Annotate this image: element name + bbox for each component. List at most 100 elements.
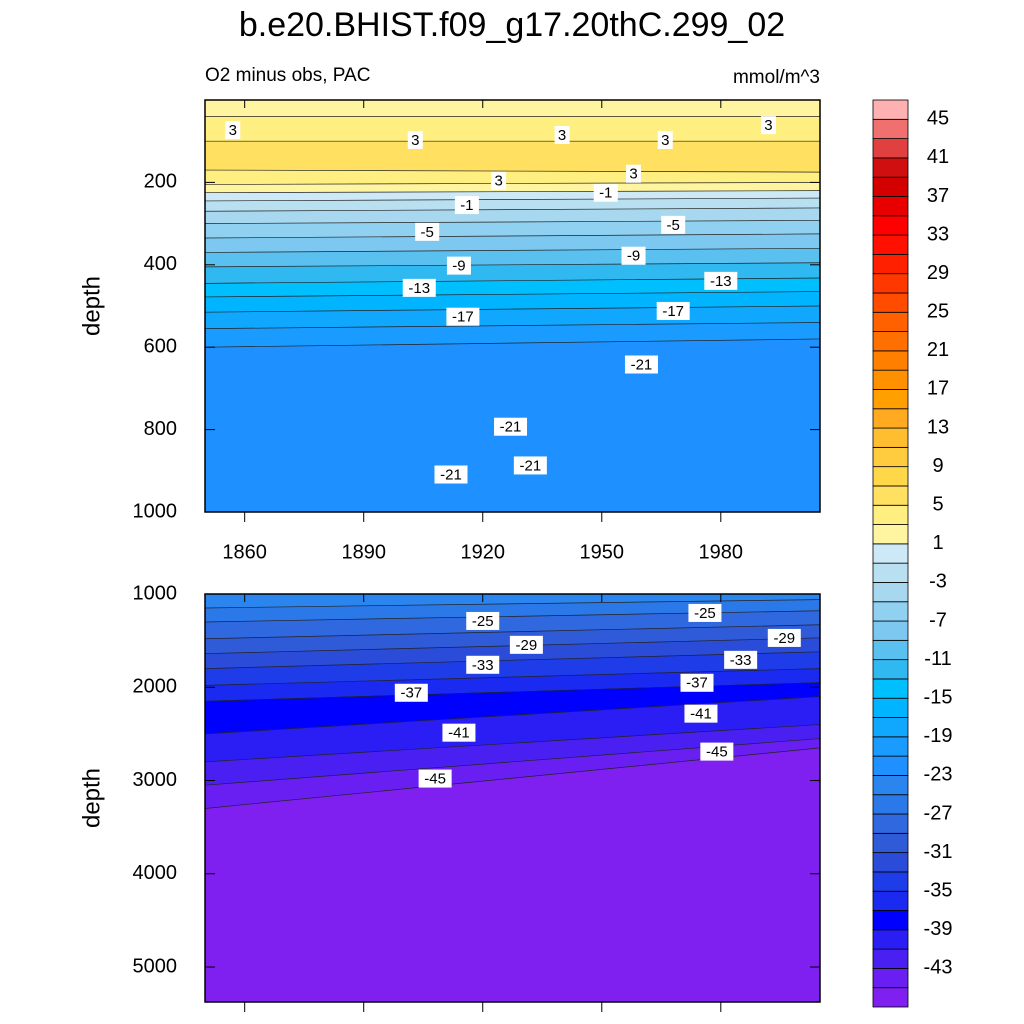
colorbar-box [872,910,909,931]
colorbar-label: -19 [924,725,953,747]
contour-label-box [554,126,570,145]
colorbar-label: 9 [932,455,943,477]
colorbar-label: -11 [924,648,951,670]
contour-label-box [407,130,423,149]
units-label: mmol/m^3 [733,67,820,88]
colorbar-box [872,871,909,892]
y-axis-label: depth [78,276,105,336]
contour-label: -13 [408,280,430,297]
contour-band [205,100,820,117]
contour-label-box [724,650,758,669]
colorbar-box [872,852,909,873]
x-tick-label: 1920 [460,541,505,563]
colorbar-box [872,234,909,255]
contour-label-box [767,628,801,647]
y-axis-label: depth [78,768,105,828]
colorbar-box [872,157,909,178]
y-tick-label: 1000 [133,500,178,522]
contour-label-box [704,271,738,290]
contour-line [205,169,820,173]
colorbar-box [872,408,909,429]
colorbar-label: -43 [924,957,953,979]
colorbar-box [872,697,909,718]
contour-label-box [402,278,436,297]
contour-label-box [394,683,428,702]
contour-line [205,233,820,239]
x-tick-label: 1890 [341,541,386,563]
contour-label: -9 [452,258,465,275]
contour-label: -37 [686,675,708,692]
contour-label: 3 [764,117,772,134]
colorbar-box [872,311,909,332]
contour-label: -29 [773,630,795,647]
colorbar-label: 37 [927,185,949,207]
colorbar-label: 41 [927,146,949,168]
colorbar-box [872,620,909,641]
contour-label: 3 [411,132,419,149]
colorbar-label: -7 [929,609,947,631]
chart-title: b.e20.BHIST.f09_g17.20thC.299_02 [239,6,785,44]
colorbar-box [872,717,909,738]
colorbar-box [872,562,909,583]
contour-label-box [446,307,480,326]
contour-label: -17 [452,309,474,326]
colorbar-box [872,292,909,313]
contour-line [205,190,820,194]
colorbar-box [872,389,909,410]
contour-label: -29 [516,637,538,654]
contour-label: -33 [472,657,494,674]
contour-label-box [466,655,500,674]
y-tick-label: 1000 [133,582,178,604]
colorbar-label: -15 [924,687,953,709]
contour-panel: 3 3 3 3 3 3 3 -1 -1 -5 -5 -9 -9 -13 -13 -17 -17 -21 -21 -21… [78,65,821,563]
contour-line [205,219,820,224]
y-tick-label: 600 [144,335,177,357]
contour-label: -45 [706,744,728,761]
contour-line [205,305,820,313]
contour-label: 3 [558,127,566,144]
colorbar-box [872,331,909,352]
contour-label: 3 [229,122,237,139]
colorbar-box [872,466,909,487]
contour-label-box [621,246,646,265]
contour-line [205,724,820,763]
colorbar-box [872,543,909,564]
contour-label-box [454,196,479,215]
contour-label: -41 [690,706,712,723]
contour-line [205,624,820,640]
colorbar-label: 5 [932,494,943,516]
contour-label-box [700,742,734,761]
colorbar-box [872,968,909,989]
colorbar-box [872,369,909,390]
contour-line [205,291,820,298]
colorbar-box [872,813,909,834]
y-tick-label: 2000 [133,676,178,698]
colorbar-box [872,253,909,275]
contour-line [205,599,820,609]
contour-panel: -25 -25 -29 -29 -33 -33 -37 -37 -41 -41 -45 -45 1000… [78,582,821,1012]
contour-line [205,207,820,212]
contour-label-box [760,116,776,135]
colorbar-label: -35 [924,879,953,901]
contour-line [205,338,820,348]
contour-band [205,594,820,608]
contour-line [205,322,820,330]
contour-label-box [657,130,673,149]
contour-label: 3 [629,166,637,183]
contour-band [205,116,820,142]
contour-label-box [624,355,658,374]
colorbar-label: 17 [927,378,949,400]
contour-label: -21 [631,356,653,373]
colorbar-box [872,215,909,236]
contour-line [205,682,820,702]
contour-label-box [656,301,690,320]
colorbar-box [872,755,909,776]
x-tick-label: 1980 [699,541,744,563]
colorbar-box [872,582,909,603]
contour-label: -13 [710,273,732,290]
colorbar-box [872,138,909,159]
colorbar-label: -27 [924,802,953,824]
plot-frame [204,593,821,1003]
colorbar-box [872,446,909,468]
